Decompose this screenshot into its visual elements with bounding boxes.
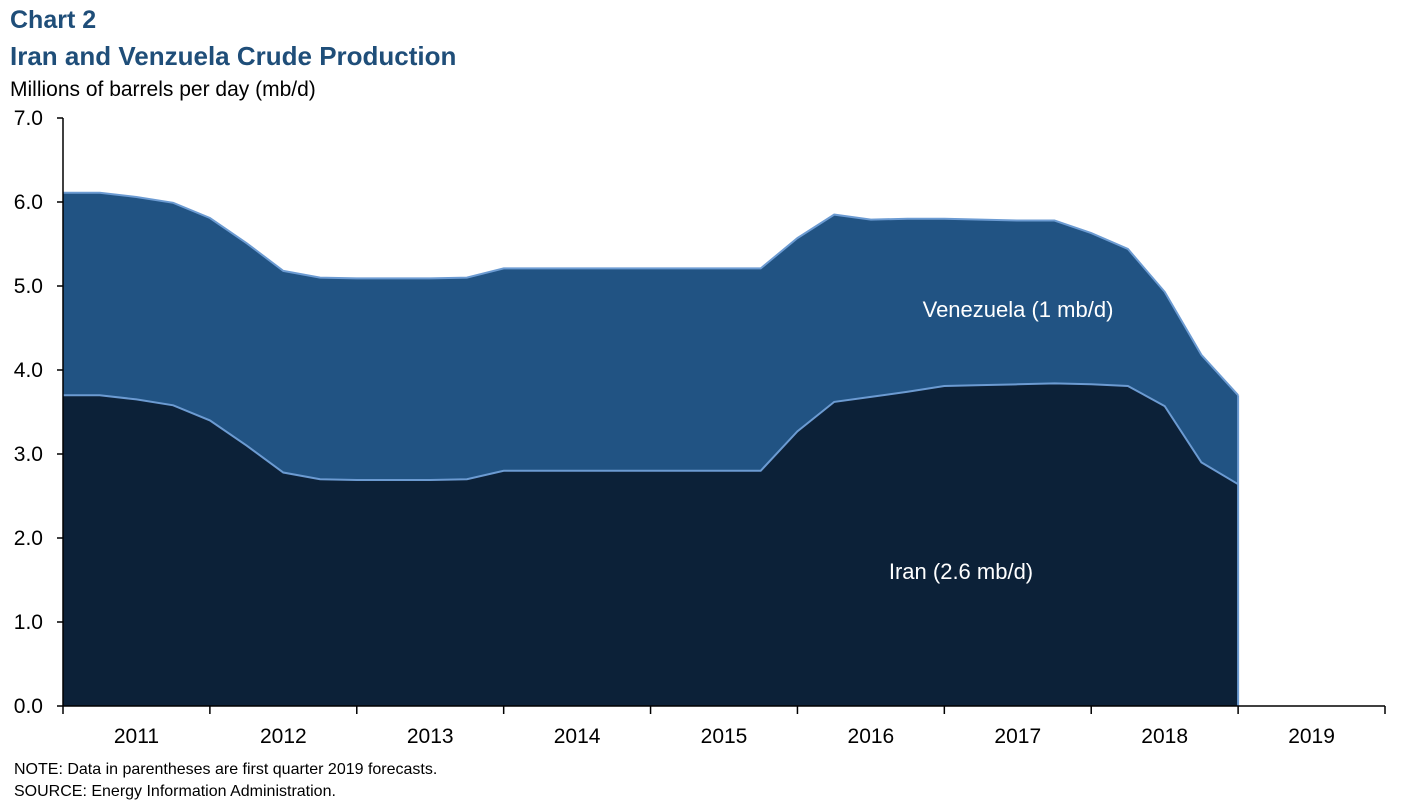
x-tick-label: 2018 [1141, 725, 1188, 748]
venezuela-top-line [63, 191, 1239, 396]
x-tick-label: 2015 [701, 725, 748, 748]
y-tick-label: 7.0 [14, 107, 43, 130]
iran-top-line [63, 382, 1239, 486]
iran-area [63, 383, 1239, 706]
source-note: SOURCE: Energy Information Administratio… [14, 783, 336, 800]
y-tick-label: 2.0 [14, 527, 43, 550]
y-tick-label: 0.0 [14, 695, 43, 718]
y-tick-label: 5.0 [14, 275, 43, 298]
x-tick-label: 2011 [114, 725, 159, 748]
venezuela-series-label: Venezuela (1 mb/d) [923, 297, 1114, 322]
x-tick-label: 2017 [994, 725, 1041, 748]
x-tick-label: 2013 [407, 725, 454, 748]
y-tick-label: 1.0 [14, 611, 43, 634]
footnote: NOTE: Data in parentheses are first quar… [14, 761, 438, 778]
venezuela-area [63, 192, 1239, 485]
y-tick-label: 4.0 [14, 359, 43, 382]
y-tick-label: 6.0 [14, 191, 43, 214]
chart-title: Iran and Venzuela Crude Production [10, 41, 457, 71]
x-tick-label: 2016 [848, 725, 895, 748]
chart-number: Chart 2 [10, 6, 97, 34]
x-tick-label: 2014 [554, 725, 601, 748]
y-tick-label: 3.0 [14, 443, 43, 466]
x-tick-label: 2019 [1288, 725, 1335, 748]
iran-series-label: Iran (2.6 mb/d) [889, 559, 1033, 584]
y-axis-unit-label: Millions of barrels per day (mb/d) [10, 78, 316, 101]
x-tick-label: 2012 [260, 725, 307, 748]
